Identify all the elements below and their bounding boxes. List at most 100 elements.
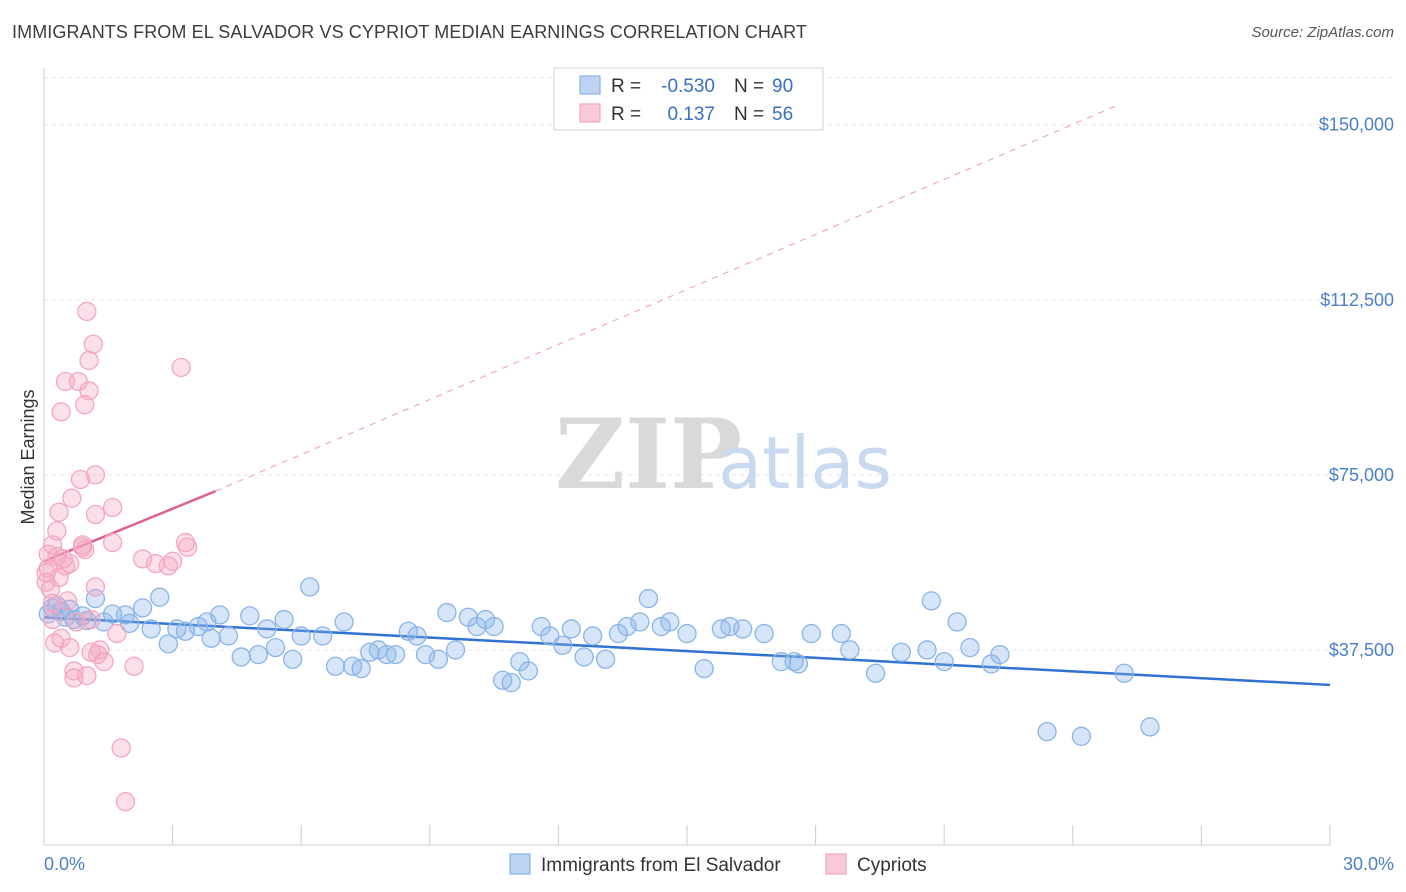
- point-el-salvador-47: [437, 602, 457, 623]
- point-el-salvador-23: [210, 605, 230, 625]
- legend-swatch-cypriots: [579, 103, 601, 123]
- point-el-salvador-58: [540, 626, 560, 646]
- point-cypriots-30: [75, 539, 95, 560]
- point-cypriots-34: [79, 381, 99, 401]
- point-el-salvador-14: [132, 598, 153, 618]
- point-el-salvador-17: [158, 634, 178, 654]
- watermark: ZIP atlas: [555, 398, 892, 511]
- point-cypriots-11: [49, 502, 69, 522]
- point-cypriots-54: [171, 357, 191, 378]
- point-el-salvador-24: [218, 626, 238, 646]
- point-cypriots-39: [85, 504, 106, 525]
- point-el-salvador-34: [312, 626, 333, 646]
- point-el-salvador-81: [840, 640, 860, 660]
- x-tick-label-max: 30.0%: [1343, 854, 1394, 874]
- point-cypriots-43: [94, 651, 114, 672]
- point-cypriots-24: [66, 612, 86, 632]
- point-cypriots-37: [83, 334, 103, 354]
- point-el-salvador-46: [428, 649, 449, 669]
- y-tick-label-3: $150,000: [1319, 115, 1394, 135]
- point-cypriots-48: [115, 792, 136, 812]
- point-cypriots-6: [42, 593, 63, 613]
- point-el-salvador-13: [120, 613, 140, 633]
- series-legend-swatch-el-salvador: [509, 853, 531, 875]
- point-cypriots-19: [60, 553, 80, 574]
- point-cypriots-38: [85, 465, 106, 485]
- legend-n-label-1: N =: [734, 104, 764, 125]
- point-el-salvador-63: [595, 649, 616, 669]
- point-el-salvador-29: [265, 637, 286, 658]
- point-el-salvador-79: [801, 623, 821, 644]
- point-el-salvador-62: [583, 626, 603, 646]
- legend-r-label-1: R =: [611, 104, 641, 125]
- trendline-cypriots: [43, 490, 216, 563]
- point-el-salvador-30: [274, 609, 294, 630]
- point-el-salvador-38: [351, 658, 371, 679]
- point-el-salvador-71: [694, 658, 714, 679]
- point-el-salvador-36: [334, 612, 354, 632]
- point-cypriots-20: [60, 637, 80, 658]
- axes: [43, 68, 1331, 846]
- point-cypriots-49: [124, 656, 144, 676]
- x-tick-label-min: 0.0%: [44, 854, 85, 874]
- legend-n-value-0: 90: [772, 76, 793, 97]
- point-el-salvador-16: [150, 587, 170, 607]
- point-el-salvador-48: [445, 640, 466, 660]
- point-el-salvador-85: [921, 591, 941, 611]
- point-el-salvador-56: [518, 661, 539, 681]
- point-cypriots-18: [57, 591, 78, 611]
- x-tick-labels: 0.0% 30.0%: [44, 854, 1394, 874]
- point-cypriots-40: [85, 577, 106, 597]
- point-el-salvador-32: [291, 626, 311, 646]
- point-cypriots-26: [70, 469, 91, 490]
- point-el-salvador-78: [788, 654, 809, 674]
- chart-title: IMMIGRANTS FROM EL SALVADOR VS CYPRIOT M…: [12, 22, 807, 42]
- y-tick-label-1: $75,000: [1329, 465, 1394, 485]
- point-el-salvador-59: [553, 635, 573, 655]
- point-el-salvador-52: [484, 616, 504, 637]
- point-cypriots-33: [79, 350, 99, 371]
- point-el-salvador-74: [733, 619, 753, 639]
- point-el-salvador-27: [248, 644, 268, 665]
- point-cypriots-9: [47, 521, 67, 541]
- point-cypriots-46: [107, 623, 127, 644]
- series-legend-label-el-salvador: Immigrants from El Salvador: [541, 855, 781, 876]
- point-cypriots-7: [42, 609, 63, 630]
- point-el-salvador-44: [407, 626, 427, 646]
- watermark-zip: ZIP: [555, 398, 742, 511]
- y-axis-label: Median Earnings: [18, 389, 38, 524]
- y-tick-labels: $37,500 $75,000 $112,500 $150,000: [1319, 115, 1394, 660]
- gridlines: [44, 77, 1394, 651]
- point-el-salvador-86: [934, 651, 954, 672]
- point-el-salvador-91: [1037, 721, 1057, 742]
- legend-r-value-1: 0.137: [667, 104, 715, 125]
- legend-r-value-0: -0.530: [661, 76, 715, 97]
- point-cypriots-14: [51, 402, 71, 422]
- point-el-salvador-31: [282, 649, 303, 669]
- point-cypriots-45: [102, 497, 123, 518]
- point-cypriots-42: [90, 640, 110, 660]
- legend-n-label-0: N =: [734, 76, 764, 97]
- y-tick-label-0: $37,500: [1329, 640, 1394, 660]
- point-cypriots-21: [62, 488, 82, 508]
- series-legend-label-cypriots: Cypriots: [857, 855, 927, 876]
- point-el-salvador-93: [1114, 663, 1134, 683]
- y-tick-label-2: $112,500: [1320, 290, 1394, 310]
- point-el-salvador-80: [831, 623, 851, 644]
- point-cypriots-44: [102, 532, 123, 553]
- point-el-salvador-25: [231, 647, 251, 667]
- series-legend-swatch-cypriots: [825, 853, 847, 875]
- legend-r-label-0: R =: [611, 76, 641, 97]
- point-el-salvador-83: [891, 642, 911, 662]
- point-el-salvador-82: [865, 663, 886, 683]
- point-el-salvador-70: [677, 623, 697, 644]
- point-el-salvador-88: [960, 637, 980, 658]
- series-legend: Immigrants from El Salvador Cypriots: [509, 853, 927, 876]
- point-el-salvador-35: [325, 656, 346, 676]
- point-el-salvador-26: [240, 606, 260, 626]
- point-el-salvador-28: [257, 619, 277, 639]
- point-el-salvador-92: [1071, 726, 1092, 746]
- point-cypriots-47: [111, 738, 131, 758]
- point-cypriots-35: [81, 609, 101, 630]
